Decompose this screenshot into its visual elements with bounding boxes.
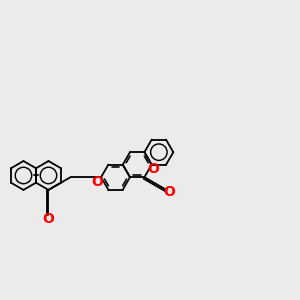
Text: O: O bbox=[43, 212, 54, 226]
Text: O: O bbox=[91, 175, 103, 189]
Text: O: O bbox=[164, 185, 175, 200]
Text: O: O bbox=[147, 162, 159, 176]
